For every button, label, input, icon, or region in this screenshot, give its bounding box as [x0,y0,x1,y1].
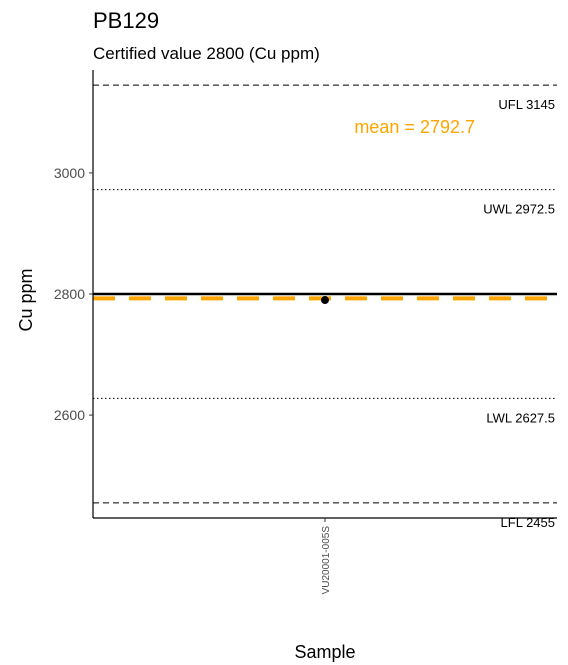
chart-title: PB129 [93,8,160,33]
data-points [321,296,329,305]
y-tick-label: 3000 [54,165,85,181]
lfl-label: LFL 2455 [501,515,555,530]
data-point [321,296,329,305]
ufl-label: UFL 3145 [498,97,555,112]
y-tick-label: 2800 [54,286,85,302]
lwl-label: LWL 2627.5 [486,410,555,425]
chart-subtitle: Certified value 2800 (Cu ppm) [93,44,320,63]
y-axis-label: Cu ppm [16,268,36,331]
y-tick-label: 2600 [54,407,85,423]
x-tick-label: VU20001-005S [321,526,332,595]
y-axis-ticks: 2600 2800 3000 [54,165,93,423]
uwl-label: UWL 2972.5 [483,202,555,217]
mean-label-value: 2792.7 [420,117,475,137]
mean-label-text: mean = [354,117,420,137]
x-axis-ticks: VU20001-005S [321,518,332,594]
x-axis-label: Sample [294,642,355,662]
control-limits: UFL 3145 UWL 2972.5 LWL 2627.5 LFL 2455 [93,84,557,530]
mean-label: mean = 2792.7 [354,117,475,137]
